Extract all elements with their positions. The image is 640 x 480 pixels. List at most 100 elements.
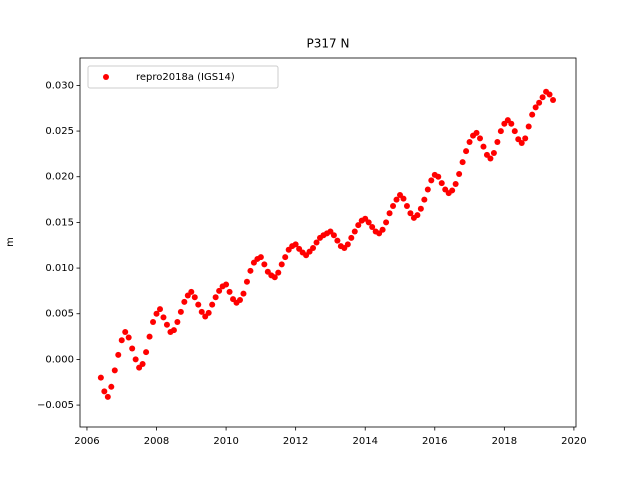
x-tick-label: 2014 (352, 436, 377, 447)
data-point (153, 310, 160, 317)
y-tick-label: −0.005 (37, 400, 74, 411)
data-point (111, 367, 118, 374)
data-point (480, 143, 487, 150)
data-point (393, 196, 400, 203)
data-point (459, 159, 466, 166)
data-point (421, 196, 428, 203)
data-point (414, 212, 421, 219)
data-point (351, 228, 358, 235)
data-point (278, 261, 285, 268)
data-point (390, 202, 397, 209)
data-point (240, 290, 247, 297)
data-point (209, 301, 216, 308)
data-point (191, 294, 198, 301)
data-point (271, 274, 278, 281)
data-point (365, 219, 372, 226)
data-point (355, 222, 362, 229)
data-point (379, 226, 386, 233)
x-tick-label: 2018 (492, 436, 517, 447)
data-point (477, 135, 483, 142)
data-point (525, 123, 532, 130)
data-point (417, 205, 424, 212)
data-point (188, 288, 195, 295)
data-point (490, 149, 497, 156)
x-tick-label: 2006 (74, 436, 99, 447)
data-point (546, 91, 553, 98)
y-tick-label: 0.020 (45, 172, 74, 183)
data-point (261, 261, 268, 268)
data-point (139, 360, 146, 367)
data-point (494, 139, 501, 146)
data-point (195, 301, 202, 308)
data-point (344, 241, 351, 248)
data-point (529, 111, 536, 118)
x-tick-label: 2016 (422, 436, 447, 447)
plot-area (97, 88, 557, 400)
data-point (247, 267, 254, 274)
y-axis-label: m (5, 237, 16, 247)
data-point (177, 308, 184, 315)
data-point (115, 351, 122, 358)
data-point (466, 139, 473, 146)
data-point (334, 237, 341, 244)
data-point (150, 318, 157, 325)
data-point (212, 294, 219, 301)
data-point (101, 388, 108, 395)
data-point (122, 329, 129, 336)
data-point (536, 99, 543, 106)
data-point (118, 337, 125, 344)
y-tick-label: 0.010 (45, 263, 74, 274)
data-point (223, 281, 230, 288)
data-point (132, 356, 139, 363)
data-point (435, 173, 442, 180)
data-point (243, 278, 250, 285)
data-point (522, 135, 529, 142)
x-tick-label: 2012 (283, 436, 308, 447)
data-point (160, 314, 167, 321)
data-point (129, 345, 136, 352)
data-point (487, 155, 494, 162)
data-point (383, 219, 390, 226)
data-point (508, 120, 515, 127)
data-point (282, 254, 289, 261)
data-point (205, 309, 212, 316)
data-point (473, 129, 480, 136)
y-tick-label: 0.030 (45, 80, 74, 91)
y-tick-label: 0.005 (45, 309, 74, 320)
data-point (97, 374, 104, 381)
data-point (292, 241, 299, 248)
data-point (400, 195, 407, 202)
data-point (369, 223, 376, 230)
data-point (146, 333, 153, 340)
data-point (170, 327, 177, 334)
data-point (104, 393, 111, 400)
data-point (237, 297, 243, 304)
axes-frame (79, 57, 577, 428)
data-point (403, 202, 410, 209)
data-point (518, 139, 525, 146)
data-point (198, 308, 205, 315)
x-tick-label: 2020 (561, 436, 586, 447)
data-point (174, 318, 181, 325)
data-point (539, 94, 546, 101)
data-point (497, 128, 504, 135)
data-point (330, 232, 337, 239)
chart-title: P317 N (307, 37, 350, 51)
data-point (386, 210, 393, 217)
data-point (449, 187, 456, 194)
data-point (463, 148, 470, 155)
data-point (511, 128, 518, 135)
data-point (108, 383, 115, 390)
x-tick-label: 2010 (213, 436, 238, 447)
data-point (452, 181, 459, 188)
data-point (257, 254, 264, 261)
data-point (313, 239, 320, 246)
legend-marker (103, 74, 109, 80)
data-point (550, 97, 557, 104)
data-point (125, 334, 132, 341)
data-point (456, 170, 463, 177)
data-point (310, 244, 317, 251)
data-point (407, 210, 414, 217)
data-point (424, 186, 431, 193)
